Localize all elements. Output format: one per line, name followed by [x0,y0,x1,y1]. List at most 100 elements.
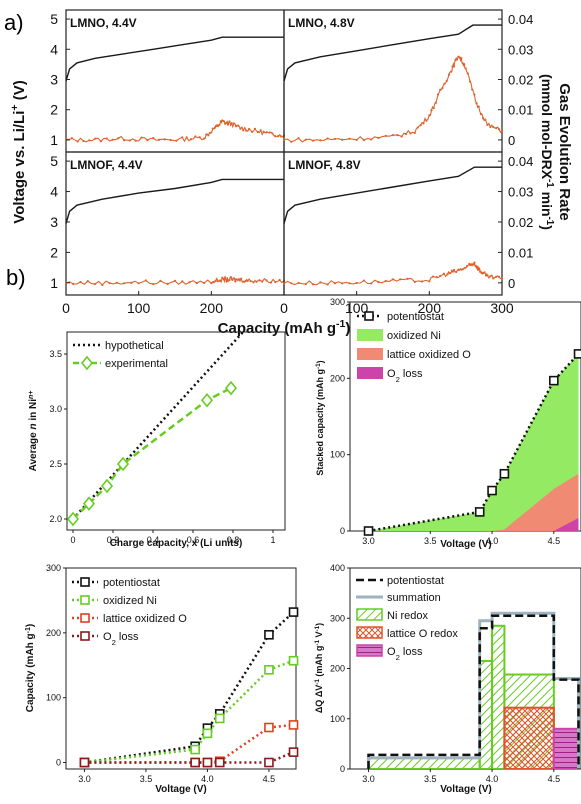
gas-point [472,263,475,266]
gas-point [455,270,458,274]
gas-point [202,137,206,140]
gas-point [473,261,476,264]
gas-point [463,266,467,270]
gas-point [333,137,336,141]
series-point [202,757,213,768]
legend-label: O2 loss [387,646,423,662]
gas-point [222,120,225,123]
gas-point [181,136,184,139]
gas-point [384,134,387,138]
gas-point [384,279,387,283]
bar-o2-loss [552,727,580,769]
gas-evolution-line [283,262,503,286]
gas-point [105,137,108,140]
series-point [264,629,274,640]
legend-label: potentiostat [387,311,444,323]
gas-point [279,135,283,138]
gas-point [430,109,433,112]
legend-label: oxidized Ni [103,595,157,607]
label-part: -1 [314,625,321,631]
gas-point [213,126,217,129]
label-part: loss [116,631,139,643]
legend-label: summation [387,592,441,604]
label-part: ) [539,225,555,230]
gas-point [319,281,322,284]
label-part: Stacked capacity (mAh g [315,369,325,476]
gas-point [224,276,227,279]
gas-point [86,280,89,283]
gas-point [117,137,120,140]
series-point [214,713,225,724]
gas-point [431,275,435,278]
gas-point [175,139,178,142]
legend-label: oxidized Ni [387,330,441,342]
gas-point [466,264,469,268]
gas-point [311,283,315,286]
gas-point [492,125,495,129]
gas-point [157,138,161,141]
gas-point [265,279,268,282]
gas-point [482,117,485,120]
label-part: -1 [25,627,32,633]
gas-point [169,138,172,142]
tick-label: 0.02 [508,72,533,87]
gas-point [413,131,416,134]
gas-point [234,280,237,283]
panel-title: LMNO, 4.8V [288,16,355,30]
tick-label: 1 [50,132,58,148]
gas-point [228,278,231,282]
gas-point [99,140,102,143]
legend-label: potentiostat [103,577,160,589]
label-part: ) [315,360,325,363]
voltage-line [65,178,284,224]
bar-ni-redox [491,624,506,769]
gas-point [479,113,483,116]
gas-point [466,72,469,75]
label-part: Capacity (mAh g [218,320,336,337]
stacked-capacity-chart: 3.0 3.5 4.0 4.5 0 100 200 300 potentiostat oxidiz… [315,297,581,550]
gas-point [457,268,460,271]
legend-label: lattice oxidized O [387,349,471,361]
gas-point [210,281,213,285]
gas-point [93,282,97,286]
tick-label: 3.5 [424,774,437,784]
tick-label: 4.0 [486,536,499,546]
gas-point [489,275,492,278]
gas-point [377,136,380,139]
series-point [288,607,299,617]
gas-point [463,63,466,66]
tick-label: 300 [330,297,345,307]
gas-point [416,126,419,129]
gas-point [101,283,104,287]
label-part: Average [28,430,39,472]
legend-marker [80,613,90,623]
series-point [190,757,200,768]
tick-label: 3.0 [362,774,375,784]
legend-marker [80,595,90,605]
gas-point [282,282,286,285]
gas-point [278,278,281,282]
gas-point [326,137,329,140]
gas-point [248,127,251,131]
legend-swatch [356,608,383,621]
gas-point [341,282,344,285]
gas-point [262,130,265,133]
tick-label: 0.03 [508,42,533,57]
gas-point [274,135,277,138]
experimental-point [100,478,114,494]
x-axis-label: Voltage (V) [155,784,206,795]
tick-label: 4.5 [263,774,276,784]
tick-label: 3.5 [49,349,62,359]
label-part: loss [400,368,423,380]
tick-label: 3.0 [78,774,91,784]
series-point [190,744,200,755]
series-point [79,757,90,768]
capacity-components-chart: 3.0 3.5 4.0 4.5 0 100 200 300 potentiostat oxidiz… [25,563,299,795]
tick-label: 0 [340,764,345,774]
tick-label: 4.5 [548,774,561,784]
label-part: n+ [28,391,35,399]
label-part: min [539,188,555,217]
gas-point [222,278,225,281]
series-point [214,757,225,768]
tick-label: 2 [50,244,58,260]
